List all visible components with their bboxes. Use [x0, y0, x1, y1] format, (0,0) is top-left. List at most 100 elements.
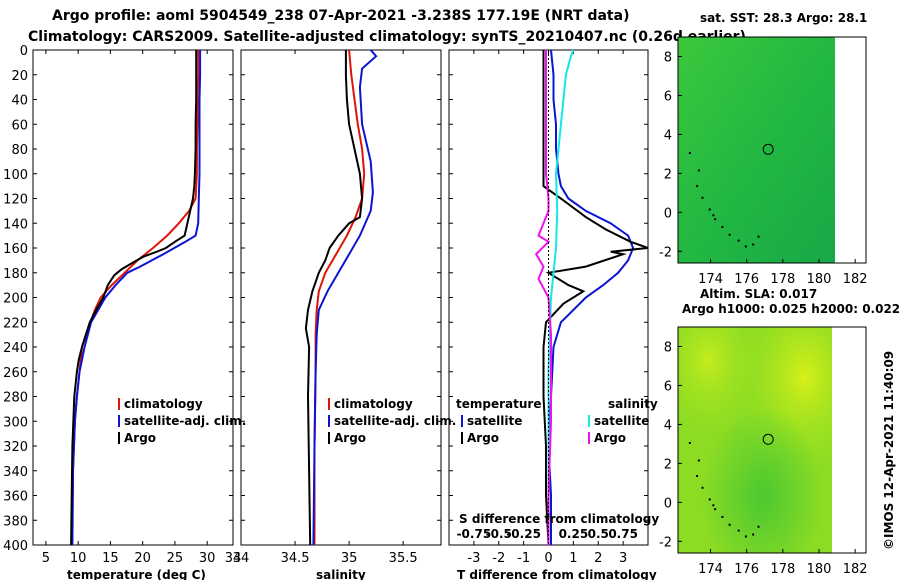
legend-satellite-label: satellite-adj. clim.	[334, 414, 456, 428]
y-tick-label: 0	[20, 44, 28, 59]
island-dot	[701, 196, 704, 199]
map-y-tick-label: 4	[664, 418, 672, 433]
salinity-panel: 34 34.5 35 35.5	[233, 49, 442, 566]
x-tick-label: 15	[102, 551, 119, 566]
x-tick-label: 35	[341, 551, 358, 566]
t-difference-axis-label: T difference from climatology	[457, 568, 657, 580]
s-tick-label: 0.5	[588, 527, 609, 541]
map-frame	[677, 36, 867, 264]
series-t-argo	[542, 50, 649, 546]
island-dot	[712, 504, 715, 507]
difference-legend: temperature satellite Argo salinity sate…	[456, 397, 658, 445]
series-t-satellite	[547, 49, 635, 545]
legend-climatology-label: climatology	[334, 397, 413, 411]
legend-satellite-label: satellite-adj. clim.	[124, 414, 246, 428]
legend-s-argo-label: Argo	[594, 431, 626, 445]
map-y-tick-label: 4	[664, 128, 672, 143]
map-x-tick-label: 182	[843, 562, 868, 577]
imos-watermark: ©IMOS 12-Apr-2021 11:40:09	[882, 351, 896, 550]
y-tick-label: 160	[3, 242, 28, 257]
x-tick-label: -3	[467, 551, 480, 566]
legend-s-satellite-label: satellite	[594, 414, 649, 428]
y-tick-label: 380	[3, 514, 28, 529]
x-tick-label: 1	[569, 551, 577, 566]
s-difference-axis-label: S difference from climatology	[459, 512, 659, 526]
island-dot	[708, 498, 711, 501]
map-frame	[677, 326, 867, 554]
sst-map-land-edge	[835, 37, 836, 263]
y-tick-label: 120	[3, 193, 28, 208]
y-tick-label: 140	[3, 217, 28, 232]
legend-argo-label: Argo	[334, 431, 366, 445]
map-x-tick-label: 180	[807, 272, 832, 287]
map-x-tick-label: 182	[843, 272, 868, 287]
x-tick-label: 5	[42, 551, 50, 566]
y-tick-label: 280	[3, 391, 28, 406]
plot-frame	[32, 49, 234, 546]
island-dot	[728, 233, 731, 236]
legend-salinity-title: salinity	[608, 397, 658, 411]
island-dot	[744, 535, 747, 538]
figure-title-line2: Climatology: CARS2009. Satellite-adjuste…	[28, 29, 746, 45]
map-y-tick-label: -2	[659, 535, 672, 550]
x-tick-label: 34	[233, 551, 250, 566]
sst-heatmap-field	[678, 37, 835, 263]
map-x-tick-label: 176	[734, 272, 759, 287]
map-x-tick-label: 178	[770, 272, 795, 287]
y-tick-label: 60	[11, 118, 28, 133]
series-argo	[304, 50, 364, 546]
x-tick-label: 25	[167, 551, 184, 566]
map-x-tick-label: 174	[698, 272, 723, 287]
sst-map-title: sat. SST: 28.3 Argo: 28.1	[700, 11, 867, 25]
y-tick-label: 80	[11, 143, 28, 158]
x-tick-label: 0	[544, 551, 552, 566]
map-y-tick-label: 6	[664, 379, 672, 394]
island-dot	[737, 529, 740, 532]
island-dot	[757, 235, 760, 238]
map-x-tick-label: 176	[734, 562, 759, 577]
legend-t-argo-label: Argo	[467, 431, 499, 445]
island-dot	[697, 459, 700, 462]
map-x-tick-label: 178	[770, 562, 795, 577]
y-tick-label: 20	[11, 69, 28, 84]
map-y-tick-label: 8	[664, 50, 672, 65]
x-tick-label: 30	[199, 551, 216, 566]
s-tick-label: -0.25	[506, 527, 541, 541]
plot-frame	[240, 49, 442, 546]
x-tick-label: -2	[492, 551, 505, 566]
x-tick-label: -1	[517, 551, 530, 566]
y-tick-label: 100	[3, 168, 28, 183]
x-tick-label: 34.5	[281, 551, 310, 566]
temperature-panel: 0 20 40 60 80 100 120 140 160 180 200 220 240 260 280 3…	[3, 44, 241, 566]
island-dot	[721, 225, 724, 228]
s-tick-label: 0.75	[608, 527, 638, 541]
sla-map-title-line2: Argo h1000: 0.025 h2000: 0.022	[682, 302, 900, 316]
island-dot	[737, 239, 740, 242]
sla-map: 174 176 178 180 182 8 6 4 2 0 -2	[659, 326, 868, 577]
x-tick-label: 2	[594, 551, 602, 566]
island-dot	[757, 525, 760, 528]
map-y-tick-label: 8	[664, 340, 672, 355]
island-dot	[696, 185, 699, 188]
s-tick-label: 0.25	[559, 527, 589, 541]
island-dot	[701, 486, 704, 489]
island-dot	[696, 475, 699, 478]
x-tick-label: 3	[619, 551, 627, 566]
series-satellite-adj-clim-	[312, 49, 378, 546]
temperature-axis-label: temperature (deg C)	[67, 568, 206, 580]
map-x-tick-label: 174	[698, 562, 723, 577]
y-tick-label: 400	[3, 539, 28, 554]
y-tick-label: 200	[3, 292, 28, 307]
legend-climatology-label: climatology	[124, 397, 203, 411]
island-dot	[714, 508, 717, 511]
map-y-tick-label: -2	[659, 245, 672, 260]
map-y-tick-label: 0	[664, 496, 672, 511]
figure-title-line1: Argo profile: aoml 5904549_238 07-Apr-20…	[52, 8, 629, 24]
legend-t-satellite-label: satellite	[467, 414, 522, 428]
series-s-argo	[534, 50, 552, 545]
argo-location-marker	[762, 143, 774, 155]
island-dot	[712, 214, 715, 217]
y-tick-label: 260	[3, 366, 28, 381]
y-tick-label: 220	[3, 316, 28, 331]
